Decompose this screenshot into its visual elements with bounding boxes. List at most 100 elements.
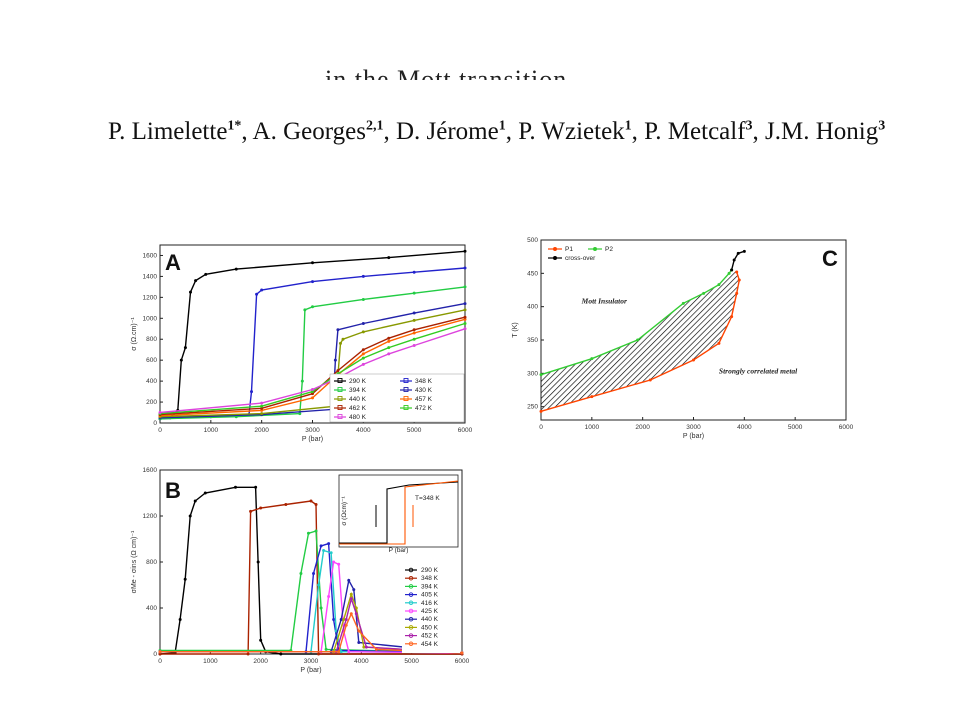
x-tick-label: 1000 xyxy=(585,424,600,431)
legend-label: 462 K xyxy=(349,405,367,412)
data-point xyxy=(259,506,263,510)
data-point xyxy=(730,268,734,272)
legend-label: 480 K xyxy=(349,414,367,421)
legend-label: 416 K xyxy=(421,600,439,607)
series-line xyxy=(159,486,462,655)
inset-frame xyxy=(338,474,459,548)
x-tick-label: 3000 xyxy=(305,427,320,434)
author-list: P. Limelette1*, A. Georges2,1, D. Jérome… xyxy=(108,118,886,145)
y-tick-label: 250 xyxy=(527,404,538,411)
legend-label: 430 K xyxy=(415,387,433,394)
legend-marker xyxy=(337,387,343,392)
legend-label: 394 K xyxy=(421,583,439,590)
data-point xyxy=(341,337,345,341)
data-point xyxy=(260,401,264,405)
author-name: P. Wzietek xyxy=(518,118,625,145)
data-point xyxy=(681,301,685,305)
legend-marker xyxy=(408,641,414,647)
data-point xyxy=(735,291,739,295)
legend-marker xyxy=(553,256,557,260)
paper-title-partial: in the Mott transition xyxy=(325,65,568,80)
x-axis-label: P (bar) xyxy=(300,667,321,674)
legend-marker xyxy=(403,378,409,383)
inset-label: T=348 K xyxy=(415,495,440,502)
y-tick-label: 0 xyxy=(153,420,157,427)
data-point xyxy=(178,618,182,621)
x-axis-label: P (bar) xyxy=(302,436,323,443)
legend-box xyxy=(329,373,465,423)
legend-marker xyxy=(337,414,343,419)
data-point xyxy=(357,629,361,633)
data-point xyxy=(339,650,343,654)
legend-label: 290 K xyxy=(421,567,439,574)
y-axis-label: σMe - σins (Ω cm)⁻¹ xyxy=(131,530,138,593)
data-point xyxy=(256,560,260,564)
series-line xyxy=(160,530,463,654)
data-point xyxy=(193,499,197,503)
data-point xyxy=(361,322,365,326)
legend-label: 472 K xyxy=(415,405,433,412)
x-tick-label: 3000 xyxy=(304,658,319,665)
data-point xyxy=(250,390,253,394)
data-point xyxy=(736,251,740,255)
legend-label: 440 K xyxy=(349,396,367,403)
data-point xyxy=(333,358,337,362)
data-point xyxy=(717,283,721,287)
y-tick-label: 0 xyxy=(153,651,157,658)
data-point xyxy=(179,358,183,362)
author-affiliation: 2,1 xyxy=(365,118,384,134)
data-point xyxy=(339,618,343,621)
data-point xyxy=(249,509,253,513)
data-point xyxy=(327,542,331,546)
author-affiliation: 1* xyxy=(227,118,242,134)
x-tick-label: 5000 xyxy=(407,427,422,434)
data-point xyxy=(692,358,695,362)
legend-marker xyxy=(403,387,409,392)
series-line xyxy=(730,250,745,271)
series-line xyxy=(160,560,463,654)
series-line xyxy=(159,322,466,415)
series-line xyxy=(159,318,466,417)
y-tick-label: 400 xyxy=(146,605,157,612)
data-point xyxy=(260,288,264,292)
data-point xyxy=(246,652,250,656)
data-point xyxy=(463,266,467,270)
data-point xyxy=(309,499,313,503)
data-point xyxy=(648,378,652,382)
panel-B: 0 1000 2000 3000 4000 5000 6000 0 400 800 1200 1600… xyxy=(131,467,470,674)
data-point xyxy=(234,485,237,489)
data-point xyxy=(260,404,264,408)
panel-letter: C xyxy=(822,246,838,271)
data-point xyxy=(338,341,342,345)
data-point xyxy=(463,315,467,319)
data-point xyxy=(299,572,303,575)
data-point xyxy=(387,346,391,350)
legend-marker xyxy=(593,247,597,251)
data-point xyxy=(158,652,162,656)
data-point xyxy=(361,348,365,352)
data-point xyxy=(349,612,353,616)
data-point xyxy=(322,549,326,552)
inset-y-label: σ (Ωcm)⁻¹ xyxy=(341,496,348,526)
y-tick-label: 450 xyxy=(527,270,538,277)
data-point xyxy=(336,328,340,332)
legend-label: 348 K xyxy=(421,575,439,582)
data-point xyxy=(349,592,353,596)
data-point xyxy=(189,290,192,294)
y-tick-label: 1600 xyxy=(143,252,158,259)
data-point xyxy=(311,396,314,400)
data-point xyxy=(254,485,258,489)
legend-label: cross-over xyxy=(565,255,596,262)
x-tick-label: 5000 xyxy=(404,658,419,665)
data-point xyxy=(730,315,734,319)
data-point xyxy=(590,395,594,399)
data-point xyxy=(354,606,358,610)
data-point xyxy=(255,292,259,296)
data-point xyxy=(737,278,741,282)
legend-label: 348 K xyxy=(415,378,433,385)
legend-label: 394 K xyxy=(349,387,367,394)
legend-marker xyxy=(403,396,409,401)
author-affiliation: 3 xyxy=(745,118,753,134)
data-point xyxy=(158,411,162,415)
